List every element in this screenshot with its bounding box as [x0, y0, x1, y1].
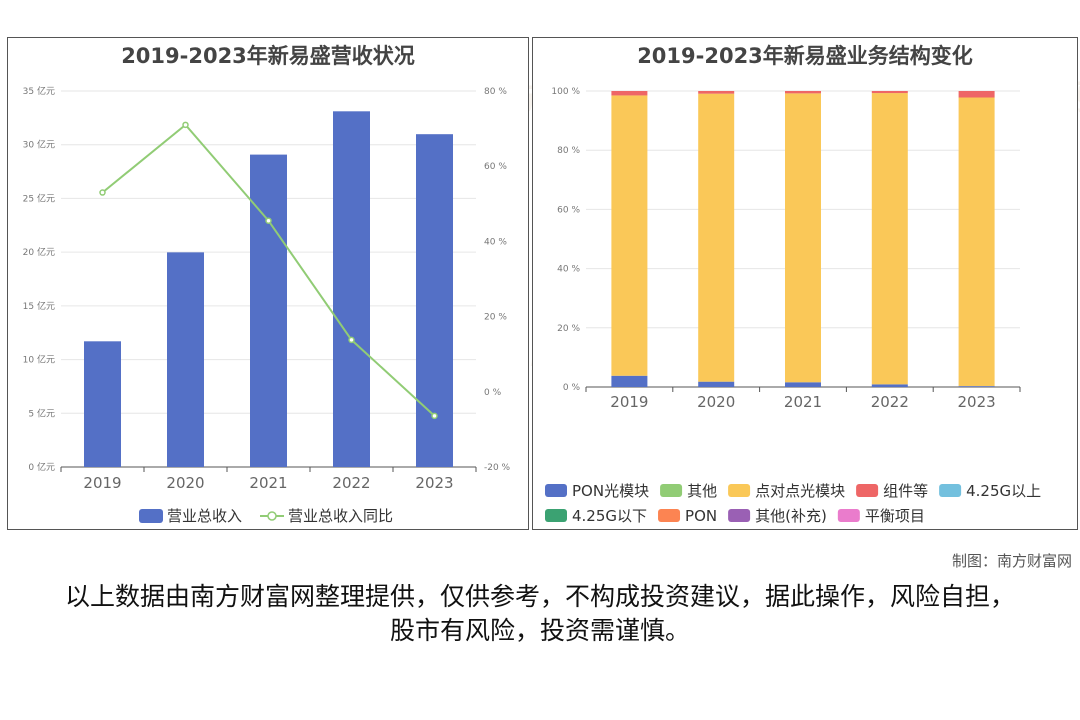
stacked-bar-segment: [785, 93, 821, 383]
y-right-tick-label: 80 %: [484, 87, 507, 97]
y-tick-label: 20 亿元: [23, 246, 55, 258]
bar: [84, 341, 121, 467]
x-tick-label: 2019: [610, 393, 648, 411]
legend-swatch: [856, 484, 879, 497]
x-tick-label: 2020: [697, 393, 735, 411]
stacked-bar-segment: [958, 91, 995, 98]
chart-title: 2019-2023年新易盛业务结构变化: [637, 44, 973, 68]
line-point: [265, 217, 272, 224]
stacked-bar-segment: [871, 384, 908, 387]
legend-label: 点对点光模块: [755, 482, 845, 500]
disclaimer-text: 以上数据由南方财富网整理提供，仅供参考，不构成投资建议，据此操作，风险自担，股市…: [64, 582, 1015, 645]
legend-swatch: [139, 509, 163, 523]
structure-chart-panel: 2019-2023年新易盛业务结构变化 0 % 20 % 40 % 60 % 80 % 1…: [532, 37, 1078, 530]
y-right-tick-label: 40 %: [484, 237, 507, 247]
chart-title: 2019-2023年新易盛营收状况: [121, 44, 415, 68]
line-point: [99, 189, 106, 196]
x-tick-label: 2023: [958, 393, 996, 411]
bar: [167, 252, 204, 467]
y-tick-label: 60 %: [557, 205, 580, 215]
x-tick-label: 2022: [332, 474, 370, 492]
line-point: [182, 121, 189, 129]
bar: [416, 134, 453, 467]
line-point: [348, 336, 355, 344]
stacked-bar-segment: [958, 386, 995, 387]
y-tick-label: 30 亿元: [23, 139, 55, 151]
legend-label: PON: [685, 507, 717, 525]
legend-label: 组件等: [883, 482, 928, 500]
legend-swatch: [545, 484, 567, 497]
y-tick-label: 15 亿元: [23, 300, 55, 312]
bar: [250, 154, 287, 467]
legend-label: 4.25G以下: [572, 507, 647, 525]
stacked-bar-segment: [785, 91, 821, 94]
y-tick-label: 35 亿元: [23, 85, 55, 97]
legend-marker: [267, 511, 277, 521]
stacked-bar-segment: [785, 382, 821, 387]
legend-swatch: [658, 509, 681, 522]
y-right-tick-label: 20 %: [484, 313, 507, 323]
revenue-chart: 0 亿元 5 亿元 10 亿元 15 亿元 20 亿元 25 亿元 30 亿元 35 亿元 -2…: [23, 85, 511, 525]
legend-label: 其他(补充): [755, 507, 827, 525]
x-tick-label: 2019: [83, 474, 121, 492]
legend-swatch: [939, 484, 962, 497]
stacked-bar-segment: [958, 97, 995, 387]
y-tick-label: 5 亿元: [28, 407, 55, 419]
legend-label: 4.25G以上: [966, 482, 1041, 500]
revenue-chart-panel: 2019-2023年新易盛营收状况 0 亿元 5 亿元 10 亿元 15 亿元 20 亿…: [7, 37, 529, 530]
legend-swatch: [728, 509, 751, 522]
bar: [333, 111, 370, 467]
stacked-bar-segment: [698, 91, 735, 94]
line-point: [431, 412, 438, 420]
structure-chart: 0 % 20 % 40 % 60 % 80 % 100 % 2019 2020 2021 2022…: [545, 87, 1041, 525]
y-right-tick-label: -20 %: [484, 463, 511, 473]
legend-swatch: [545, 509, 567, 522]
y-right-tick-label: 60 %: [484, 162, 507, 172]
y-tick-label: 10 亿元: [23, 354, 55, 366]
x-tick-label: 2022: [871, 393, 909, 411]
y-tick-label: 20 %: [557, 324, 580, 334]
y-tick-label: 100 %: [551, 87, 580, 97]
x-tick-label: 2021: [249, 474, 287, 492]
y-tick-label: 80 %: [557, 146, 580, 156]
y-tick-label: 40 %: [557, 265, 580, 275]
stacked-bar-segment: [611, 91, 648, 96]
y-tick-label: 0 亿元: [28, 461, 55, 473]
stacked-bar-segment: [611, 95, 648, 376]
stacked-bar-segment: [871, 91, 908, 94]
legend-label: PON光模块: [572, 482, 649, 500]
legend-label: 平衡项目: [865, 507, 925, 525]
x-tick-label: 2021: [784, 393, 822, 411]
legend-label: 营业总收入: [167, 507, 242, 525]
legend-label: 营业总收入同比: [288, 507, 393, 525]
y-tick-label: 0 %: [563, 383, 581, 393]
y-tick-label: 25 亿元: [23, 192, 55, 204]
stacked-bar-segment: [871, 93, 908, 385]
stacked-bar-segment: [698, 93, 735, 382]
legend-swatch: [728, 484, 751, 497]
credit-text: 制图：南方财富网: [951, 552, 1072, 570]
legend-swatch: [837, 509, 860, 522]
stacked-bar-segment: [611, 375, 648, 387]
x-tick-label: 2023: [415, 474, 453, 492]
y-right-tick-label: 0 %: [484, 388, 502, 398]
x-tick-label: 2020: [166, 474, 204, 492]
stacked-bar-segment: [698, 381, 735, 387]
legend-swatch: [660, 484, 683, 497]
legend-label: 其他: [687, 482, 717, 500]
